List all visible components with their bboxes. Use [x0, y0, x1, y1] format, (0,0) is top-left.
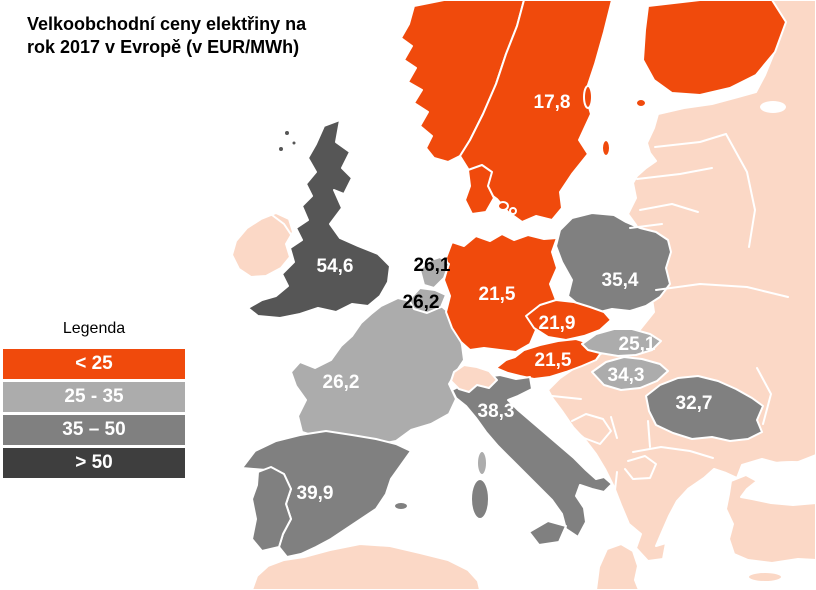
- region-finland: [642, 0, 787, 96]
- region-funen: [509, 207, 517, 215]
- value-label-hungary: 34,3: [608, 365, 645, 386]
- region-uk: [247, 119, 391, 319]
- value-label-belgium: 26,2: [403, 292, 440, 313]
- value-label-austria: 21,5: [535, 350, 572, 371]
- legend-title: Legenda: [62, 320, 126, 337]
- region-france: [290, 297, 465, 446]
- title-line-1: Velkoobchodní ceny elektřiny na: [27, 14, 307, 34]
- region-slovakia: [581, 328, 662, 357]
- value-label-spain: 39,9: [297, 483, 334, 504]
- region-ireland: [231, 212, 294, 278]
- value-label-france: 26,2: [323, 372, 360, 393]
- nodata-country-borders: [271, 133, 789, 500]
- value-label-romania: 32,7: [676, 393, 713, 414]
- region-hungary: [591, 356, 669, 391]
- region-switzerland: [450, 364, 498, 393]
- region-romania: [645, 375, 764, 442]
- region-belgium: [408, 287, 447, 314]
- region-hebrides-3: [290, 139, 298, 147]
- region-north-africa: [251, 543, 481, 590]
- value-label-italy: 38,3: [478, 401, 515, 422]
- value-label-czechia: 21,9: [539, 313, 576, 334]
- region-denmark: [464, 164, 495, 215]
- page-title: Velkoobchodní ceny elektřiny na rok 2017…: [27, 13, 387, 59]
- value-label-nordics: 17,8: [534, 92, 571, 113]
- region-aland: [635, 98, 647, 108]
- black-sea: [737, 461, 816, 501]
- region-czechia: [525, 299, 612, 341]
- legend-item-lt25: < 25: [3, 349, 185, 379]
- title-line-2: rok 2017 v Evropě (v EUR/MWh): [27, 37, 300, 57]
- region-hebrides-2: [277, 145, 285, 153]
- value-label-poland: 35,4: [602, 270, 639, 291]
- legend-item-35-50: 35 – 50: [3, 415, 185, 445]
- value-label-slovakia: 25,1: [619, 334, 656, 355]
- region-italy: [451, 374, 613, 538]
- region-netherlands: [419, 256, 450, 289]
- legend-item-25-35: 25 - 35: [3, 382, 185, 412]
- region-turkey: [725, 474, 816, 564]
- region-gotland: [583, 85, 593, 109]
- region-poland: [555, 212, 672, 314]
- region-zealand: [497, 201, 509, 211]
- region-corsica: [476, 450, 488, 476]
- region-balearic: [393, 501, 409, 511]
- legend-item-gt50: > 50: [3, 448, 185, 478]
- lake-ladoga: [760, 101, 786, 113]
- value-label-netherlands: 26,1: [414, 255, 451, 276]
- region-sardinia: [470, 478, 490, 520]
- region-portugal: [251, 466, 292, 552]
- value-labels: 17,8 54,6 26,1 26,2 21,5 35,4 21,9 25,1 …: [297, 92, 713, 504]
- value-label-germany: 21,5: [479, 284, 516, 305]
- region-crete: [747, 571, 783, 583]
- region-hebrides-1: [283, 129, 291, 137]
- legend: Legenda < 25 25 - 35 35 – 50 > 50: [3, 320, 185, 481]
- region-sicily: [528, 520, 567, 546]
- value-label-uk: 54,6: [317, 256, 354, 277]
- region-tunisia: [595, 543, 640, 590]
- region-oland: [601, 139, 611, 157]
